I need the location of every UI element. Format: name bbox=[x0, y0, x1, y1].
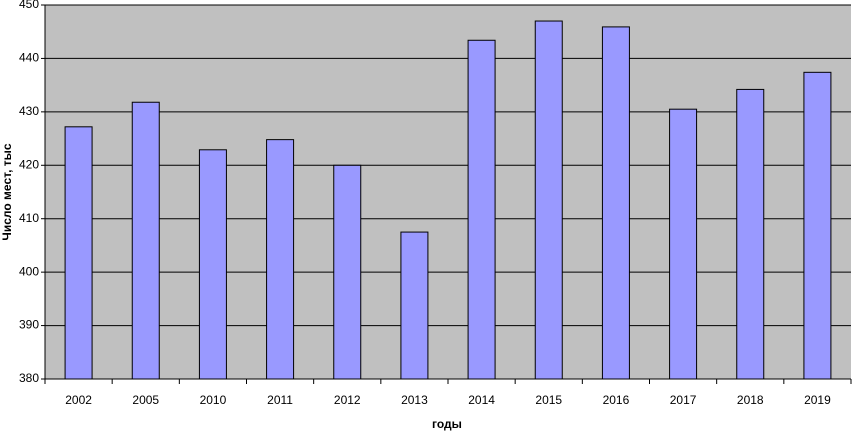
y-tick-label: 450 bbox=[19, 0, 39, 11]
y-tick-label: 440 bbox=[19, 51, 39, 65]
y-tick-label: 430 bbox=[19, 104, 39, 118]
x-tick-label: 2013 bbox=[401, 393, 428, 407]
x-tick-label: 2014 bbox=[468, 393, 495, 407]
bar bbox=[601, 26, 630, 380]
x-tick-label: 2015 bbox=[535, 393, 562, 407]
x-tick-label: 2018 bbox=[737, 393, 764, 407]
x-tick-label: 2012 bbox=[334, 393, 361, 407]
bar bbox=[198, 149, 227, 380]
y-tick-label: 390 bbox=[19, 318, 39, 332]
x-tick-label: 2011 bbox=[267, 393, 293, 407]
bar bbox=[803, 71, 832, 380]
bar bbox=[266, 139, 295, 380]
x-tick-label: 2019 bbox=[804, 393, 831, 407]
bar bbox=[534, 20, 563, 380]
x-tick-label: 2005 bbox=[132, 393, 159, 407]
y-axis-title: Число мест, тыс bbox=[0, 143, 14, 240]
y-tick-label: 420 bbox=[19, 157, 39, 171]
bar bbox=[400, 231, 429, 380]
bar bbox=[64, 126, 93, 380]
bar bbox=[333, 164, 362, 380]
y-tick-label: 400 bbox=[19, 264, 39, 278]
bar bbox=[131, 101, 160, 380]
y-tick-label: 410 bbox=[19, 211, 39, 225]
x-tick-label: 2017 bbox=[670, 393, 697, 407]
bar bbox=[736, 88, 765, 380]
bar bbox=[669, 108, 698, 380]
x-tick-label: 2016 bbox=[603, 393, 630, 407]
bar bbox=[467, 39, 496, 380]
y-tick-label: 380 bbox=[19, 371, 39, 385]
x-tick-label: 2002 bbox=[65, 393, 92, 407]
x-axis-title: годы bbox=[432, 417, 462, 431]
x-tick-label: 2010 bbox=[200, 393, 227, 407]
plot-area bbox=[45, 5, 851, 379]
